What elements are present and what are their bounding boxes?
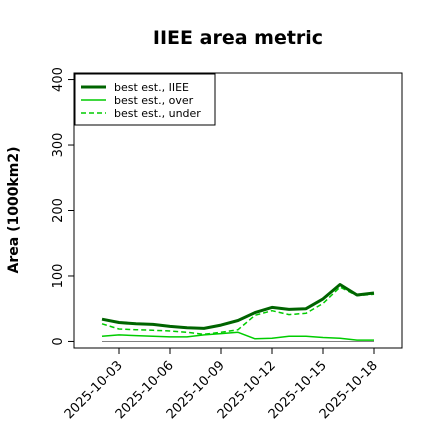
series-line-2 — [101, 286, 375, 336]
legend-label-1: best est., over — [114, 94, 194, 107]
y-tick-label: 100 — [51, 264, 66, 289]
legend-label-2: best est., under — [114, 107, 201, 120]
y-tick-label: 300 — [51, 133, 66, 158]
legend-label-0: best est., IIEE — [114, 81, 189, 94]
y-axis-label: Area (1000km2) — [6, 147, 22, 274]
series-line-1 — [101, 331, 374, 341]
x-axis: 2025-10-032025-10-062025-10-092025-10-12… — [62, 348, 381, 422]
series-layer — [101, 283, 375, 341]
chart-title: IIEE area metric — [153, 27, 323, 49]
y-axis: 0 100 200 300 400 — [51, 67, 74, 346]
series-line-0 — [101, 283, 375, 330]
y-tick-label: 0 — [51, 337, 66, 345]
y-tick-label: 400 — [51, 67, 66, 92]
y-tick-label: 200 — [51, 198, 66, 223]
